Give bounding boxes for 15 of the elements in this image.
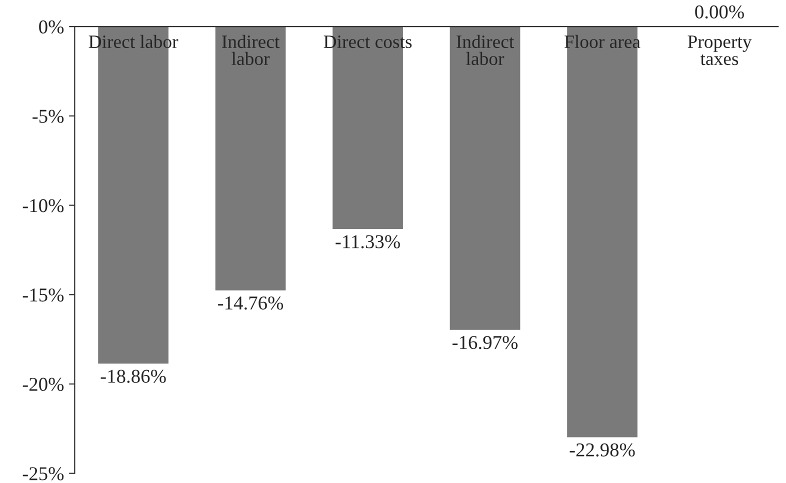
- data-label: -16.97%: [452, 336, 518, 350]
- data-label: -22.98%: [570, 443, 635, 457]
- data-label: -11.33%: [336, 235, 400, 248]
- data-label: 0.00%: [695, 5, 744, 19]
- y-tick-label: -25%: [22, 467, 64, 480]
- data-label: -14.76%: [218, 296, 284, 310]
- data-label: -18.86%: [100, 370, 166, 383]
- x-tick-label: Indirect labor: [222, 34, 280, 66]
- y-tick-label: -15%: [22, 288, 64, 302]
- x-tick-label: Property taxes: [688, 36, 752, 66]
- y-tick-label: -20%: [22, 378, 64, 391]
- y-tick-label: 0%: [39, 20, 64, 34]
- x-tick-label: Indirect labor: [456, 34, 514, 66]
- y-tick-label: -10%: [22, 199, 64, 212]
- y-tick-label: -5%: [32, 110, 64, 123]
